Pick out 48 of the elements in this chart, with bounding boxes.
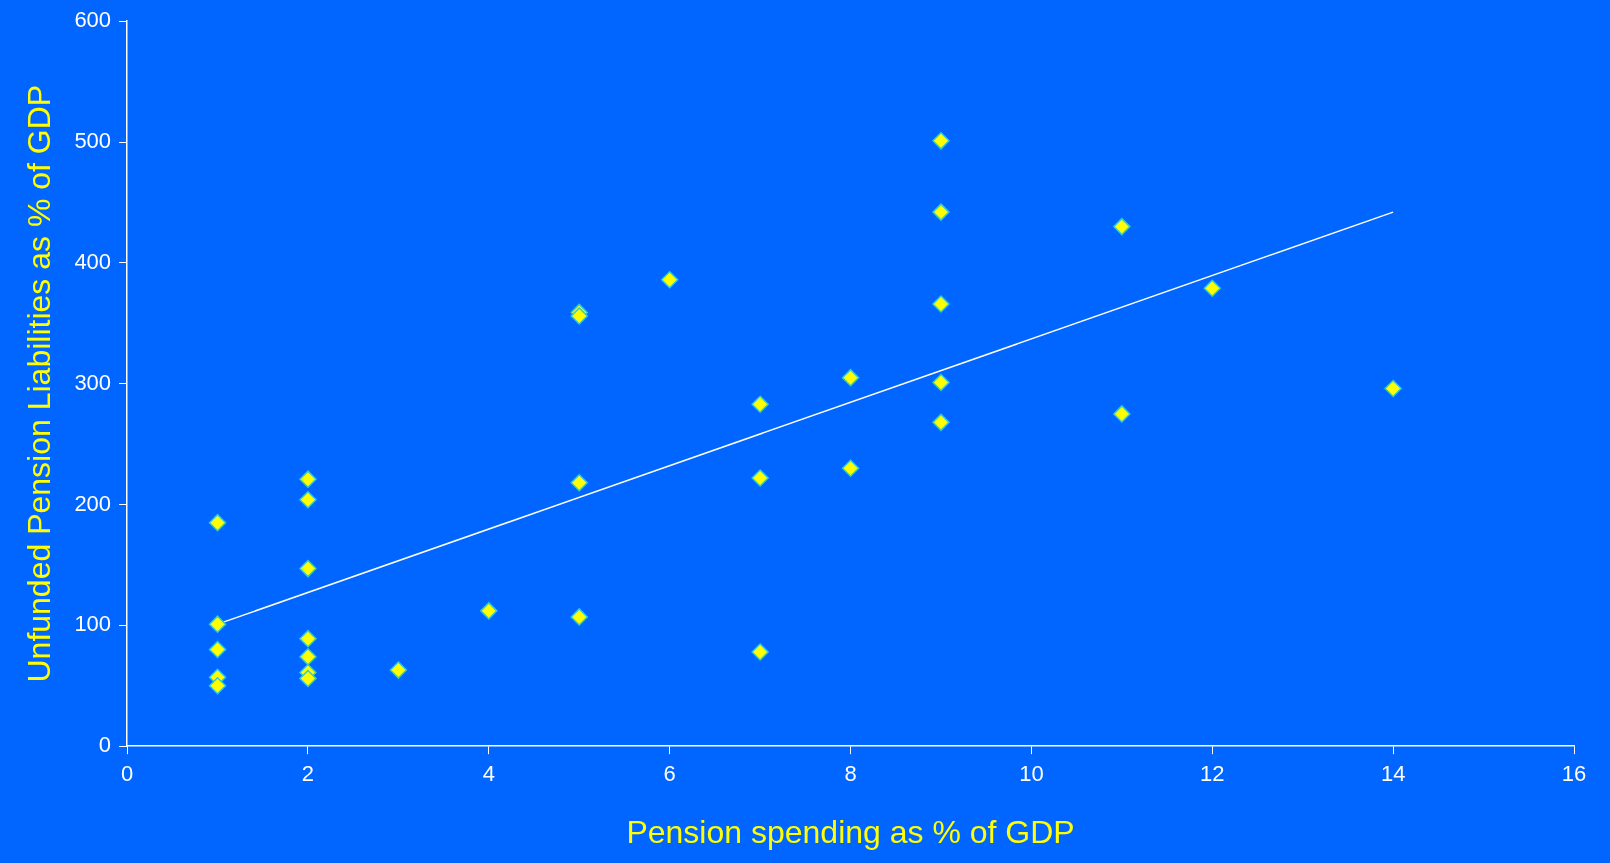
point: [841, 368, 860, 387]
y-tick-label: 200: [74, 490, 112, 516]
point: [299, 559, 317, 578]
point: [299, 648, 317, 666]
point: [1203, 279, 1222, 297]
point: [389, 661, 408, 679]
point: [208, 615, 227, 633]
point: [208, 640, 227, 659]
point: [299, 629, 317, 648]
point: [932, 373, 950, 392]
point: [932, 132, 950, 150]
x-axis-title: Pension spending as % of GDP: [626, 813, 1075, 850]
x-tick-label: 8: [844, 761, 857, 787]
point: [299, 470, 317, 488]
point: [299, 669, 317, 688]
y-tick-label: 500: [74, 128, 112, 154]
x-tick-label: 14: [1380, 761, 1406, 787]
point: [841, 459, 860, 478]
point: [1384, 379, 1402, 398]
point: [751, 469, 769, 487]
x-tick-label: 0: [120, 761, 134, 787]
y-tick-label: 0: [98, 732, 112, 758]
y-axis-title: Unfunded Pension Liabilities as % of GDP: [21, 84, 58, 683]
point: [932, 203, 950, 221]
x-tick-label: 12: [1200, 761, 1225, 787]
point: [480, 602, 498, 620]
point: [660, 271, 679, 289]
y-tick-label: 400: [74, 248, 112, 274]
x-tick-label: 16: [1561, 761, 1587, 787]
point: [751, 643, 769, 661]
x-tick-label: 6: [663, 761, 676, 787]
point: [932, 413, 950, 432]
point: [208, 677, 227, 695]
point: [1113, 405, 1131, 423]
y-tick-label: 600: [74, 7, 112, 33]
point: [570, 307, 589, 325]
point: [299, 490, 317, 509]
y-tick-label: 300: [74, 369, 112, 395]
x-tick-label: 4: [482, 761, 495, 787]
x-tick-label: 2: [301, 761, 315, 787]
point: [1113, 217, 1131, 236]
point: [751, 395, 769, 413]
x-tick-label: 10: [1019, 761, 1044, 787]
point: [208, 513, 227, 532]
y-tick-label: 100: [74, 611, 112, 637]
point: [570, 474, 589, 492]
point: [932, 295, 950, 313]
point: [570, 608, 589, 626]
